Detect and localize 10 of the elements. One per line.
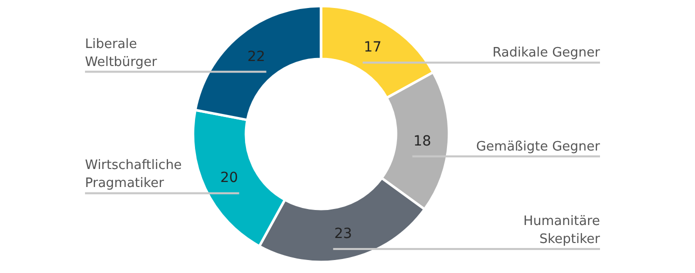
slice-label: Liberale Weltbürger: [85, 36, 158, 70]
data-label: 23: [334, 226, 352, 242]
slice-label: Radikale Gegner: [492, 46, 601, 61]
slice-label: Gemäßigte Gegner: [476, 139, 601, 154]
data-label: 17: [364, 40, 382, 56]
data-label: 18: [413, 133, 432, 150]
data-label: 20: [220, 170, 238, 186]
slice-label: Wirtschaftliche Pragmatiker: [85, 158, 182, 192]
data-label: 22: [247, 48, 266, 65]
slice-label: Humanitäre Skeptiker: [523, 214, 601, 248]
